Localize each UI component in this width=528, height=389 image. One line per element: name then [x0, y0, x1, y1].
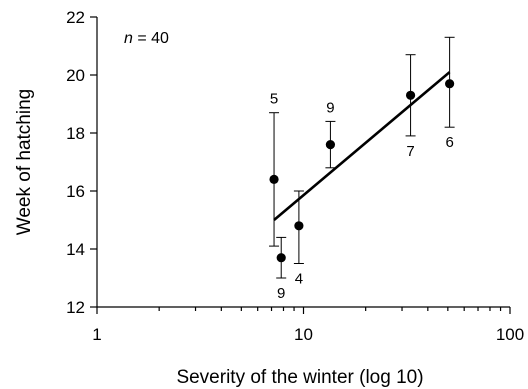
x-tick-label: 10 — [294, 325, 313, 344]
n-symbol: n — [124, 30, 133, 47]
x-ticks: 1 10 100 — [92, 307, 524, 344]
sample-count-label: 7 — [406, 143, 414, 160]
sample-count-label: 5 — [270, 91, 278, 108]
data-point — [405, 90, 416, 100]
data-point — [269, 174, 279, 184]
x-tick-label: 1 — [92, 325, 101, 344]
y-tick-label: 20 — [66, 66, 85, 85]
y-tick-label: 14 — [66, 240, 85, 259]
sample-count-label: 4 — [295, 271, 303, 288]
x-axis-title: Severity of the winter (log 10) — [176, 367, 423, 388]
sample-size-annotation: n = 40 — [124, 30, 169, 47]
regression-line — [273, 71, 451, 221]
y-tick-label: 12 — [66, 298, 85, 317]
sample-count-label: 6 — [445, 134, 453, 151]
x-tick-label: 100 — [496, 325, 524, 344]
y-tick-label: 22 — [66, 8, 85, 27]
data-point — [445, 79, 455, 89]
data-point — [294, 221, 304, 231]
n-value: = 40 — [133, 30, 169, 47]
data-point — [276, 253, 286, 263]
y-ticks: 12 14 16 18 20 22 — [66, 8, 97, 317]
sample-count-label: 9 — [326, 99, 334, 116]
sample-count-label: 9 — [277, 285, 285, 302]
y-tick-label: 18 — [66, 124, 85, 143]
y-tick-label: 16 — [66, 182, 85, 201]
y-axis-title: Week of hatching — [14, 89, 35, 235]
data-point — [325, 140, 336, 150]
